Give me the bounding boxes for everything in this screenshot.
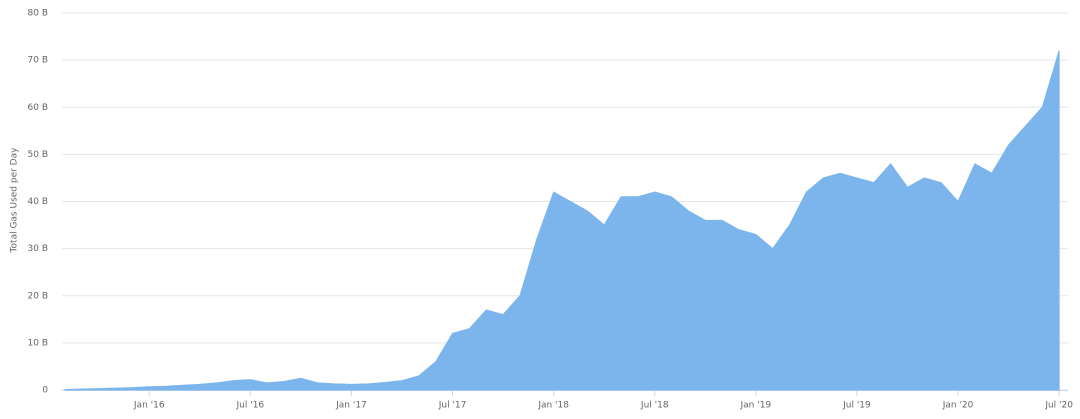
- y-tick-label: 70 B: [28, 56, 49, 66]
- area: [64, 50, 1060, 391]
- x-tick-label: Jul '18: [640, 401, 669, 411]
- y-tick-label: 10 B: [28, 338, 49, 348]
- x-tick-label: Jul '20: [1044, 401, 1073, 411]
- x-tick-label: Jul '17: [438, 401, 467, 411]
- y-tick-label: 20 B: [28, 291, 49, 301]
- y-tick-label: 0: [42, 386, 48, 396]
- y-tick-label: 50 B: [28, 150, 49, 160]
- y-axis-label: Total Gas Used per Day: [10, 147, 20, 254]
- x-tick-label: Jan '18: [537, 401, 569, 411]
- x-tick-label: Jul '16: [236, 401, 265, 411]
- x-tick-label: Jul '19: [842, 401, 871, 411]
- x-tick-label: Jan '20: [942, 401, 974, 411]
- y-tick-label: 30 B: [28, 244, 49, 254]
- x-tick-label: Jan '16: [133, 401, 165, 411]
- y-tick-label: 40 B: [28, 197, 49, 207]
- x-tick-label: Jan '19: [740, 401, 772, 411]
- x-tick-label: Jan '17: [335, 401, 367, 411]
- y-tick-label: 80 B: [28, 9, 49, 19]
- y-tick-label: 60 B: [28, 103, 49, 113]
